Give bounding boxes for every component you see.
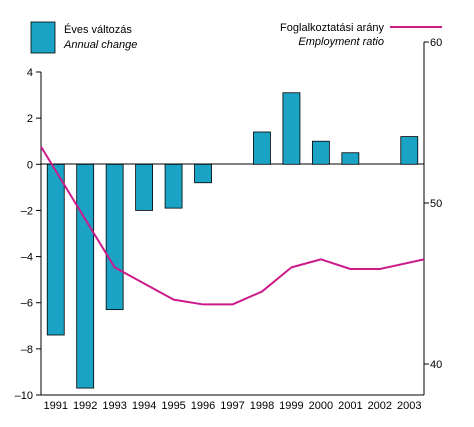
x-tick-label: 2003 xyxy=(397,400,421,412)
bar-1995 xyxy=(164,163,183,209)
x-tick-label: 1991 xyxy=(43,400,67,412)
x-tick-label: 1999 xyxy=(279,400,303,412)
left-tick-label: –8 xyxy=(21,344,33,356)
right-tick-label: 40 xyxy=(430,359,442,371)
legend-bar-label: Éves változás xyxy=(64,23,132,36)
legend-bar-swatch xyxy=(30,21,56,54)
x-tick-label: 1994 xyxy=(132,400,156,412)
left-tick-label: –6 xyxy=(21,298,33,310)
left-tick-label: –2 xyxy=(21,205,33,217)
right-axis-ticks: 60 50 40 xyxy=(424,37,442,371)
bar-1998 xyxy=(253,131,271,165)
bar-1994 xyxy=(135,163,154,211)
bar-2001 xyxy=(341,152,360,165)
bar-series xyxy=(46,92,419,389)
bar-1992 xyxy=(76,163,95,389)
bar-1999 xyxy=(282,92,301,165)
x-tick-label: 1998 xyxy=(250,400,274,412)
bar-2003 xyxy=(400,136,419,165)
x-tick-label: 1993 xyxy=(102,400,126,412)
employment-ratio-line xyxy=(40,146,425,306)
left-tick-label: 0 xyxy=(27,159,33,171)
x-tick-label: 1995 xyxy=(161,400,185,412)
legend-line: Foglalkoztatási arány Employment ratio xyxy=(280,22,442,48)
bar-1991 xyxy=(46,163,65,336)
x-tick-label: 2000 xyxy=(309,400,333,412)
bar-1996 xyxy=(194,163,212,184)
x-tick-label: 2002 xyxy=(368,400,392,412)
left-tick-label: –10 xyxy=(15,390,33,402)
left-tick-label: 4 xyxy=(27,67,33,79)
legend-line-label-en: Employment ratio xyxy=(298,36,384,48)
legend-line-label: Foglalkoztatási arány xyxy=(280,22,384,34)
left-tick-label: 2 xyxy=(27,113,33,125)
bar-2000 xyxy=(311,140,330,165)
x-tick-label: 1996 xyxy=(191,400,215,412)
right-tick-label: 60 xyxy=(430,37,442,49)
legend-bar-label-en: Annual change xyxy=(63,39,137,51)
x-tick-label: 1997 xyxy=(220,400,244,412)
line-series xyxy=(40,146,425,306)
left-axis-ticks: 4 2 0 –2 –4 –6 –8 –10 xyxy=(15,67,41,402)
legend-bar: Éves változás Annual change xyxy=(30,21,137,54)
bar-1993 xyxy=(105,163,124,311)
x-tick-label: 2001 xyxy=(338,400,362,412)
x-axis-ticks: 1991 1992 1993 1994 1995 1996 1997 1998 1999 2000… xyxy=(43,400,421,412)
x-tick-label: 1992 xyxy=(73,400,97,412)
right-tick-label: 50 xyxy=(430,198,442,210)
left-tick-label: –4 xyxy=(21,252,33,264)
